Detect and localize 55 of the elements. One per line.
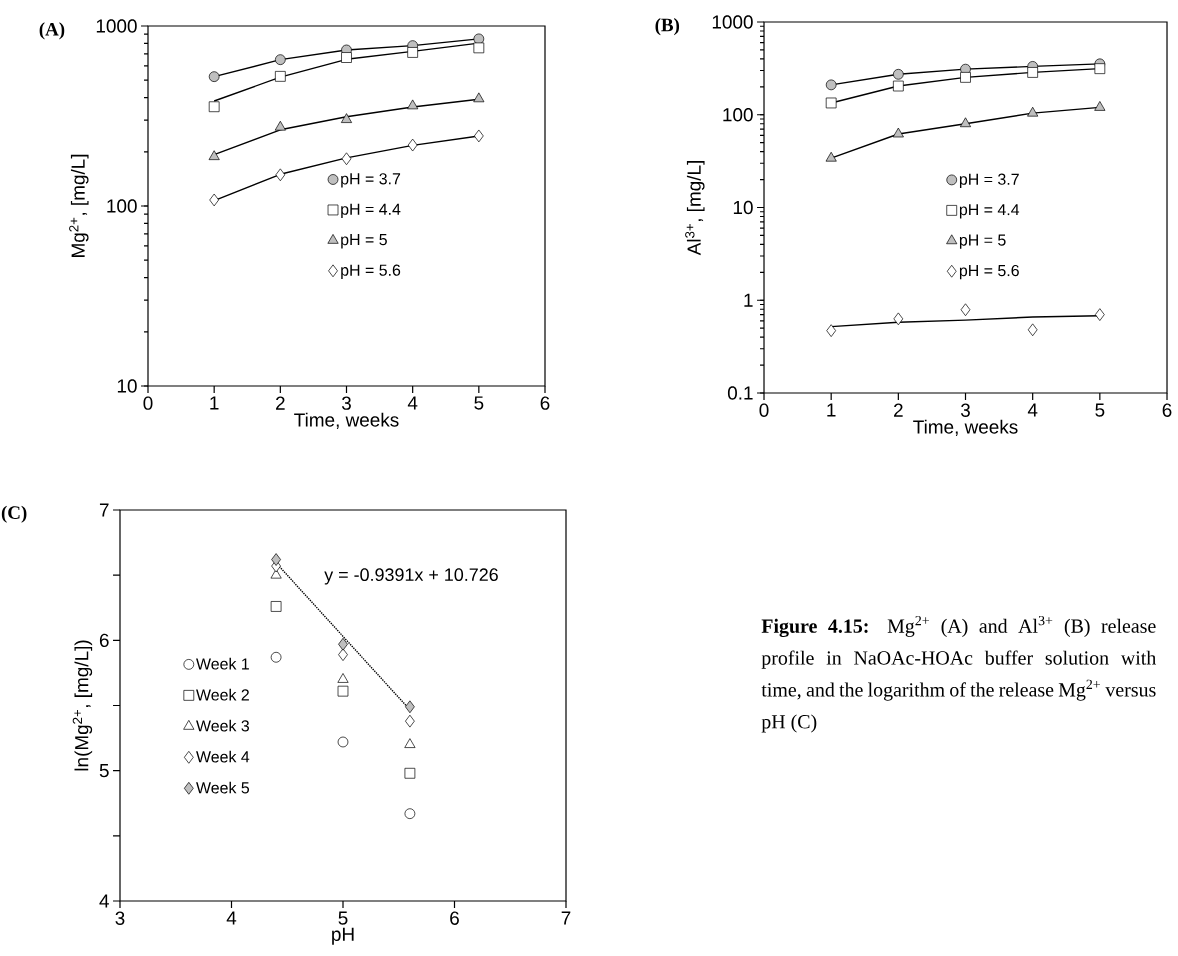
x-tick-label: 1 <box>827 403 836 417</box>
legend-label: pH = 5 <box>959 234 1006 249</box>
x-tick-label: 4 <box>1027 403 1038 417</box>
x-tick-label: 3 <box>960 403 970 417</box>
legend-label: Week 2 <box>196 688 249 701</box>
y-tick-label: 1000 <box>96 19 137 33</box>
y-tick-label: 0.1 <box>727 386 753 400</box>
legend-label: Week 1 <box>196 657 249 670</box>
legend-label: Week 3 <box>196 719 250 732</box>
x-tick-label: 6 <box>540 396 550 410</box>
x-axis-title: Time, weeks <box>913 419 1018 436</box>
x-tick-label: 5 <box>338 911 348 925</box>
x-tick-label: 1 <box>210 396 219 410</box>
x-tick-label: 7 <box>561 911 571 925</box>
legend-label: pH = 5 <box>341 234 387 249</box>
x-tick-label: 6 <box>1162 403 1172 417</box>
legend-label: Week 5 <box>196 781 250 794</box>
y-tick-label: 10 <box>117 379 137 393</box>
x-axis-title: Time, weeks <box>294 412 399 429</box>
y-axis-title: Mg$^{2+}$, [mg/L] <box>69 154 89 257</box>
legend-label: Week 4 <box>196 750 250 763</box>
y-tick-label: 100 <box>723 108 753 122</box>
x-tick-label: 2 <box>276 396 285 410</box>
legend-label: pH = 3.7 <box>341 173 401 188</box>
y-tick-label: 5 <box>99 764 109 778</box>
x-tick-label: 3 <box>115 911 125 925</box>
y-tick-label: 1 <box>744 293 753 307</box>
x-tick-label: 4 <box>226 911 237 925</box>
x-tick-label: 5 <box>1095 403 1105 417</box>
text: Figure 4.15: Mg$^{2+}$ (A) and Al$^{3+}$ (B) release profile in NaOAc-HOAc buffer solution with time, and the logarithm of the release Mg$^{2+}$ versus pH (C) <box>761 615 1157 733</box>
chart-title: (C) <box>1 505 27 523</box>
annotation: y = -0.9391x + 10.726 <box>324 568 498 585</box>
y-tick-label: 7 <box>99 503 109 517</box>
chart-title: (A) <box>39 22 65 40</box>
legend-label: pH = 5.6 <box>341 264 401 279</box>
x-tick-label: 6 <box>450 911 459 925</box>
y-tick-label: 4 <box>99 894 109 908</box>
legend-label: pH = 4.4 <box>959 204 1020 219</box>
y-axis-title: Al$^{3+}$, [mg/L] <box>685 161 705 256</box>
x-tick-label: 0 <box>143 396 153 410</box>
legend-label: pH = 3.7 <box>959 173 1019 189</box>
y-tick-label: 10 <box>733 200 753 215</box>
y-axis-title: ln(Mg$^{2+}$, [mg/L]) <box>72 640 93 771</box>
x-tick-label: 0 <box>759 403 769 417</box>
x-tick-label: 4 <box>407 396 418 410</box>
y-tick-label: 6 <box>99 633 109 648</box>
y-tick-label: 100 <box>107 199 137 213</box>
legend-label: pH = 4.4 <box>341 203 401 219</box>
x-tick-label: 3 <box>341 396 351 410</box>
y-tick-label: 1000 <box>712 15 753 29</box>
x-tick-label: 2 <box>894 403 903 417</box>
x-tick-label: 5 <box>474 396 484 410</box>
legend-label: pH = 5.6 <box>959 264 1019 280</box>
x-axis-title: pH <box>332 927 354 945</box>
chart-title: (B) <box>655 18 680 36</box>
